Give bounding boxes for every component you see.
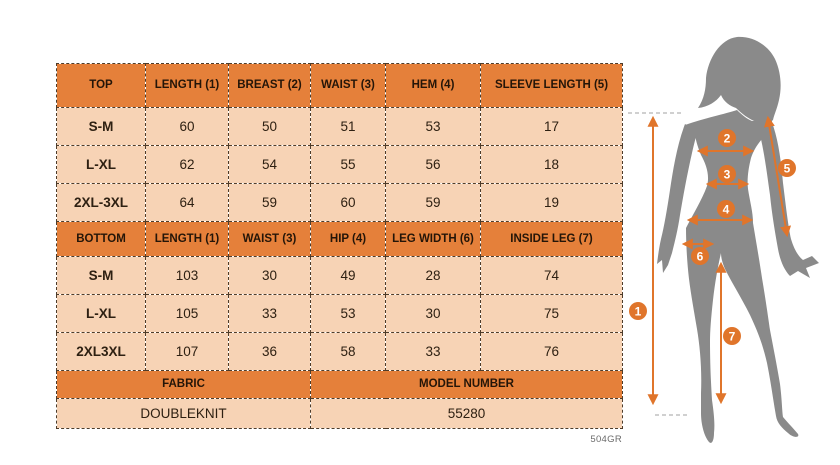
silhouette-torso-legs — [685, 110, 799, 443]
model-number-value: 55280 — [310, 398, 623, 429]
measure-badge-7-label: 7 — [729, 330, 736, 344]
measure-badge-2 — [718, 129, 736, 147]
col-header-waist-3: WAIST (3) — [228, 221, 311, 257]
cell-value: 33 — [385, 332, 481, 371]
info-header-row: FABRIC MODEL NUMBER — [56, 370, 623, 399]
col-header-inside-leg-7: INSIDE LEG (7) — [480, 221, 623, 257]
cell-value: 56 — [385, 145, 481, 184]
measure-badge-3-label: 3 — [724, 168, 731, 182]
table-row: L-XL 62 54 55 56 18 — [56, 145, 623, 184]
silhouette-head-hair — [698, 36, 781, 123]
size-label: S-M — [56, 107, 146, 146]
cell-value: 59 — [228, 183, 311, 222]
cell-value: 62 — [145, 145, 229, 184]
info-value-row: DOUBLEKNIT 55280 — [56, 398, 623, 429]
cell-value: 60 — [310, 183, 386, 222]
model-number-header: MODEL NUMBER — [310, 370, 623, 399]
cell-value: 30 — [228, 256, 311, 295]
table-row: S-M 103 30 49 28 74 — [56, 256, 623, 295]
fabric-value: DOUBLEKNIT — [56, 398, 311, 429]
col-header-breast-2: BREAST (2) — [228, 63, 311, 108]
col-header-hem-4: HEM (4) — [385, 63, 481, 108]
size-label: 2XL3XL — [56, 332, 146, 371]
cell-value: 55 — [310, 145, 386, 184]
table-row: 2XL-3XL 64 59 60 59 19 — [56, 183, 623, 222]
table-row: S-M 60 50 51 53 17 — [56, 107, 623, 146]
size-label: S-M — [56, 256, 146, 295]
measure-badge-6 — [691, 247, 709, 265]
cell-value: 59 — [385, 183, 481, 222]
size-label: 2XL-3XL — [56, 183, 146, 222]
silhouette-left-arm — [657, 124, 697, 273]
cell-value: 107 — [145, 332, 229, 371]
measure-badge-3 — [718, 165, 736, 183]
cell-value: 28 — [385, 256, 481, 295]
measure-badge-5-label: 5 — [784, 162, 791, 176]
cell-value: 75 — [480, 294, 623, 333]
table-row: 2XL3XL 107 36 58 33 76 — [56, 332, 623, 371]
measure-badge-7 — [723, 327, 741, 345]
col-header-top: TOP — [56, 63, 146, 108]
cell-value: 53 — [310, 294, 386, 333]
fabric-header: FABRIC — [56, 370, 311, 399]
cell-value: 36 — [228, 332, 311, 371]
cell-value: 30 — [385, 294, 481, 333]
measurement-figure: 1 2 3 4 5 6 7 — [628, 36, 819, 443]
cell-value: 58 — [310, 332, 386, 371]
female-body-silhouette-icon — [657, 36, 819, 443]
cell-value: 33 — [228, 294, 311, 333]
measure-badge-5 — [778, 159, 796, 177]
cell-value: 18 — [480, 145, 623, 184]
col-header-waist-3: WAIST (3) — [310, 63, 386, 108]
measure-arrows — [647, 115, 792, 406]
size-label: L-XL — [56, 145, 146, 184]
size-label: L-XL — [56, 294, 146, 333]
cell-value: 60 — [145, 107, 229, 146]
cell-value: 54 — [228, 145, 311, 184]
table-row: L-XL 105 33 53 30 75 — [56, 294, 623, 333]
measure-badge-2-label: 2 — [724, 132, 731, 146]
cell-value: 17 — [480, 107, 623, 146]
col-header-leg-width-6: LEG WIDTH (6) — [385, 221, 481, 257]
cell-value: 50 — [228, 107, 311, 146]
measure-badge-4-label: 4 — [723, 203, 730, 217]
cell-value: 49 — [310, 256, 386, 295]
measure-badge-1-label: 1 — [635, 305, 642, 319]
col-header-bottom: BOTTOM — [56, 221, 146, 257]
measure-badges: 1 2 3 4 5 6 7 — [629, 129, 796, 345]
cell-value: 53 — [385, 107, 481, 146]
cell-value: 64 — [145, 183, 229, 222]
cell-value: 51 — [310, 107, 386, 146]
measure-badge-1 — [629, 302, 647, 320]
style-code: 504GR — [590, 434, 622, 445]
cell-value: 105 — [145, 294, 229, 333]
measure-badge-4 — [717, 200, 735, 218]
size-chart-table: TOP LENGTH (1) BREAST (2) WAIST (3) HEM … — [56, 63, 623, 429]
col-header-length-1: LENGTH (1) — [145, 63, 229, 108]
measure-arrow-5-sleeve — [763, 115, 792, 238]
col-header-hip-4: HIP (4) — [310, 221, 386, 257]
col-header-length-1: LENGTH (1) — [145, 221, 229, 257]
top-header-row: TOP LENGTH (1) BREAST (2) WAIST (3) HEM … — [56, 63, 623, 108]
silhouette-right-arm — [760, 120, 819, 278]
cell-value: 103 — [145, 256, 229, 295]
cell-value: 19 — [480, 183, 623, 222]
col-header-sleeve-length-5: SLEEVE LENGTH (5) — [480, 63, 623, 108]
measure-badge-6-label: 6 — [697, 250, 704, 264]
cell-value: 76 — [480, 332, 623, 371]
bottom-header-row: BOTTOM LENGTH (1) WAIST (3) HIP (4) LEG … — [56, 221, 623, 257]
cell-value: 74 — [480, 256, 623, 295]
